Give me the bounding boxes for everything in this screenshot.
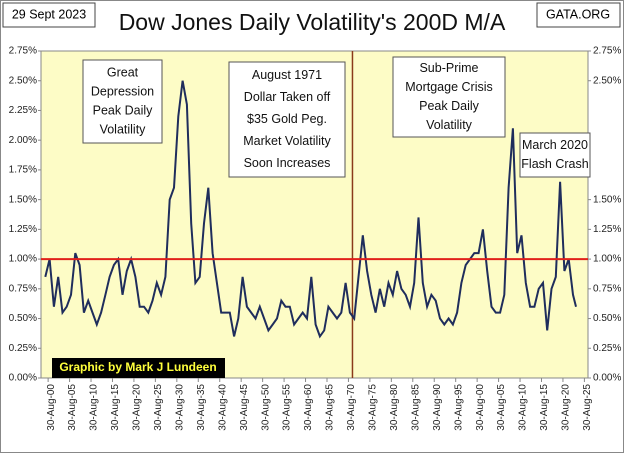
x-tick-label: 30-Aug-95 — [453, 384, 464, 431]
y2-tick-label: 0.50% — [593, 313, 621, 324]
y-tick-label: 0.25% — [9, 343, 37, 354]
annotation-text: Peak Daily — [93, 103, 153, 117]
x-tick-label: 30-Aug-15 — [110, 384, 121, 431]
y2-tick-label: 0.00% — [593, 373, 621, 384]
y-tick-label: 1.75% — [9, 165, 37, 176]
x-tick-label: 30-Aug-65 — [325, 384, 336, 431]
annotation-box — [82, 59, 163, 144]
annotation-text: Volatility — [100, 122, 147, 136]
x-tick-label: 30-Aug-45 — [239, 384, 250, 431]
x-tick-label: 30-Aug-55 — [282, 384, 293, 431]
x-tick-label: 30-Aug-15 — [539, 384, 550, 431]
annotation-text: $35 Gold Peg. — [247, 112, 327, 126]
y-tick-label: 1.25% — [9, 224, 37, 235]
y2-tick-label: 1.00% — [593, 254, 621, 265]
annotation-text: Depression — [91, 84, 154, 98]
x-tick-label: 30-Aug-00 — [46, 384, 57, 431]
x-tick-label: 30-Aug-50 — [260, 384, 271, 431]
annotation-text: August 1971 — [252, 68, 322, 82]
y-tick-label: 1.00% — [9, 254, 37, 265]
x-tick-label: 30-Aug-60 — [303, 384, 314, 431]
y-tick-label: 2.75% — [9, 46, 37, 57]
y2-tick-label: 0.25% — [593, 343, 621, 354]
x-tick-label: 30-Aug-05 — [496, 384, 507, 431]
y-tick-label: 0.00% — [9, 373, 37, 384]
x-tick-label: 30-Aug-90 — [432, 384, 443, 431]
annotation-text: Dollar Taken off — [244, 90, 331, 104]
annotation-text: Mortgage Crisis — [405, 80, 493, 94]
x-tick-label: 30-Aug-25 — [582, 384, 593, 431]
y-tick-label: 0.75% — [9, 283, 37, 294]
x-tick-label: 30-Aug-70 — [346, 384, 357, 431]
x-tick-label: 30-Aug-10 — [89, 384, 100, 431]
x-tick-label: 30-Aug-75 — [368, 384, 379, 431]
x-tick-label: 30-Aug-00 — [475, 384, 486, 431]
x-tick-label: 30-Aug-35 — [196, 384, 207, 431]
annotation-box — [392, 56, 506, 138]
annotation-text: Flash Crash — [521, 157, 588, 171]
y-tick-label: 1.50% — [9, 194, 37, 205]
x-tick-label: 30-Aug-80 — [389, 384, 400, 431]
annotation-text: Soon Increases — [244, 156, 331, 170]
series-line — [44, 80, 577, 339]
y-tick-label: 0.50% — [9, 313, 37, 324]
y-tick-label: 2.25% — [9, 105, 37, 116]
x-tick-label: 30-Aug-20 — [132, 384, 143, 431]
annotation-text: Sub-Prime — [419, 61, 478, 75]
y2-tick-label: 2.50% — [593, 75, 621, 86]
annotation-box — [228, 61, 346, 178]
y-tick-label: 2.00% — [9, 135, 37, 146]
annotation-text: Great — [107, 65, 139, 79]
y2-tick-label: 1.25% — [593, 224, 621, 235]
annotation-text: Peak Daily — [419, 99, 479, 113]
x-tick-label: 30-Aug-40 — [217, 384, 228, 431]
source-label: GATA.ORG — [546, 7, 610, 21]
date-label: 29 Sept 2023 — [12, 7, 86, 21]
annotation-box — [519, 132, 591, 178]
y2-tick-label: 0.75% — [593, 283, 621, 294]
x-tick-label: 30-Aug-10 — [518, 384, 529, 431]
x-tick-label: 30-Aug-20 — [561, 384, 572, 431]
annotation-text: Volatility — [426, 118, 473, 132]
x-tick-label: 30-Aug-85 — [410, 384, 421, 431]
x-tick-label: 30-Aug-25 — [153, 384, 164, 431]
credit-label: Graphic by Mark J Lundeen — [59, 360, 216, 374]
y2-tick-label: 1.50% — [593, 194, 621, 205]
annotation-text: March 2020 — [522, 138, 588, 152]
credit-box — [52, 358, 225, 378]
x-tick-label: 30-Aug-05 — [67, 384, 78, 431]
annotation-text: Market Volatility — [243, 134, 331, 148]
source-box — [536, 2, 621, 28]
y2-tick-label: 2.75% — [593, 46, 621, 57]
x-tick-label: 30-Aug-30 — [174, 384, 185, 431]
date-box — [2, 2, 96, 28]
y-tick-label: 2.50% — [9, 75, 37, 86]
chart-title: Dow Jones Daily Volatility's 200D M/A — [119, 9, 506, 35]
